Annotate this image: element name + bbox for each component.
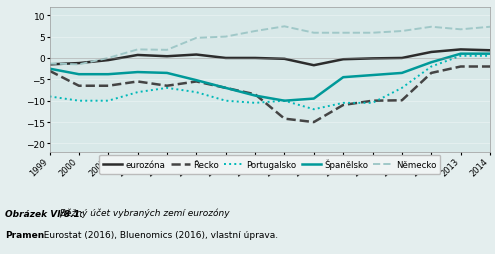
Německo	[487, 26, 493, 29]
Řecko	[458, 66, 464, 69]
Německo	[164, 49, 170, 52]
Line: Španělsko: Španělsko	[50, 54, 490, 101]
Španělsko	[76, 73, 82, 76]
Španělsko	[458, 53, 464, 56]
Line: Řecko: Řecko	[50, 67, 490, 123]
Španělsko	[282, 100, 288, 103]
Řecko	[428, 72, 434, 75]
eurozóna	[428, 51, 434, 54]
Španělsko	[194, 79, 199, 82]
Řecko	[47, 70, 52, 73]
Španělsko	[105, 73, 111, 76]
Řecko	[370, 100, 376, 103]
Německo	[252, 30, 258, 34]
Španělsko	[311, 98, 317, 101]
eurozóna	[76, 62, 82, 65]
Německo	[135, 49, 141, 52]
Portugalsko	[252, 102, 258, 105]
Španělsko	[340, 76, 346, 80]
eurozóna	[194, 54, 199, 57]
Portugalsko	[458, 55, 464, 58]
Španělsko	[164, 72, 170, 75]
Německo	[223, 36, 229, 39]
Německo	[428, 26, 434, 29]
Text: Obrázek VI/8.1:: Obrázek VI/8.1:	[5, 208, 83, 217]
eurozóna	[252, 57, 258, 60]
Španělsko	[370, 74, 376, 77]
Německo	[105, 57, 111, 60]
Řecko	[487, 66, 493, 69]
Legend: eurozóna, Řecko, Portugalsko, Španělsko, Německo: eurozóna, Řecko, Portugalsko, Španělsko,…	[99, 155, 441, 174]
Portugalsko	[47, 96, 52, 99]
Španělsko	[135, 71, 141, 74]
Portugalsko	[487, 55, 493, 58]
eurozóna	[399, 57, 405, 60]
eurozóna	[370, 58, 376, 61]
Španělsko	[47, 68, 52, 71]
Německo	[399, 30, 405, 34]
Řecko	[399, 99, 405, 102]
Řecko	[164, 85, 170, 88]
Řecko	[105, 85, 111, 88]
Portugalsko	[340, 102, 346, 105]
eurozóna	[105, 59, 111, 62]
eurozóna	[135, 54, 141, 57]
Řecko	[252, 93, 258, 97]
eurozóna	[487, 50, 493, 53]
Řecko	[282, 118, 288, 121]
Řecko	[311, 121, 317, 124]
Portugalsko	[282, 100, 288, 103]
Německo	[340, 32, 346, 35]
Line: Německo: Německo	[50, 27, 490, 65]
eurozóna	[340, 58, 346, 61]
Německo	[47, 63, 52, 66]
Line: eurozóna: eurozóna	[50, 50, 490, 66]
Německo	[194, 37, 199, 40]
Text: Pramen: Pramen	[5, 230, 44, 239]
Line: Portugalsko: Portugalsko	[50, 57, 490, 110]
Německo	[76, 64, 82, 67]
Portugalsko	[428, 66, 434, 69]
Německo	[311, 32, 317, 35]
Portugalsko	[194, 91, 199, 94]
Portugalsko	[370, 102, 376, 105]
Španělsko	[428, 61, 434, 65]
Španělsko	[252, 95, 258, 98]
eurozóna	[458, 49, 464, 52]
Řecko	[76, 85, 82, 88]
Španělsko	[223, 87, 229, 90]
eurozóna	[164, 55, 170, 58]
eurozóna	[311, 65, 317, 68]
eurozóna	[223, 57, 229, 60]
Řecko	[340, 104, 346, 107]
Německo	[370, 32, 376, 35]
eurozóna	[47, 64, 52, 67]
Text: Běžný účet vybraných zemí eurozóny: Běžný účet vybraných zemí eurozóny	[57, 208, 230, 217]
Řecko	[223, 87, 229, 90]
Portugalsko	[135, 91, 141, 94]
Portugalsko	[105, 100, 111, 103]
eurozóna	[282, 58, 288, 61]
Řecko	[135, 81, 141, 84]
Portugalsko	[311, 108, 317, 111]
Německo	[282, 26, 288, 29]
Text: : Eurostat (2016), Bluenomics (2016), vlastní úprava.: : Eurostat (2016), Bluenomics (2016), vl…	[38, 230, 278, 239]
Německo	[458, 29, 464, 32]
Portugalsko	[399, 87, 405, 90]
Portugalsko	[223, 100, 229, 103]
Řecko	[194, 81, 199, 84]
Španělsko	[399, 72, 405, 75]
Španělsko	[487, 53, 493, 56]
Portugalsko	[76, 100, 82, 103]
Portugalsko	[164, 87, 170, 90]
